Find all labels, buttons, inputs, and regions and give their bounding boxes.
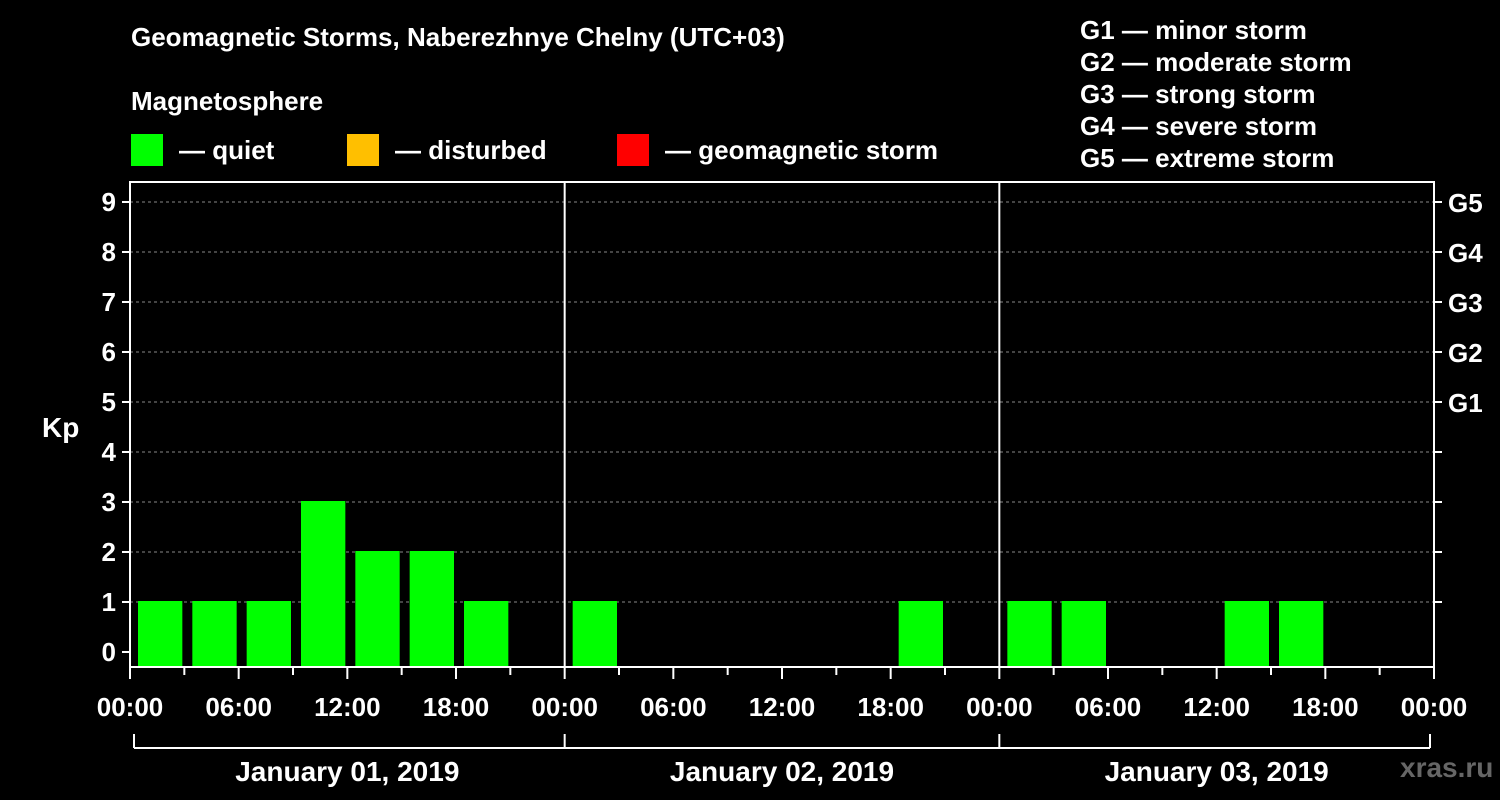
storm-level-label: G2	[1448, 338, 1483, 368]
x-tick-label: 12:00	[314, 692, 381, 722]
x-tick-label: 12:00	[749, 692, 816, 722]
kp-bar	[464, 601, 509, 667]
x-tick-label: 06:00	[205, 692, 272, 722]
legend-quiet-swatch	[131, 134, 163, 166]
legend-storm-label: — geomagnetic storm	[665, 134, 939, 165]
legend-disturbed-swatch	[347, 134, 379, 166]
kp-bar	[1224, 601, 1269, 667]
legend-quiet-label: — quiet	[179, 134, 275, 165]
legend-quiet: — quiet	[131, 133, 274, 167]
storm-scale-g4: G4 — severe storm	[1080, 111, 1318, 141]
legend-storm: — geomagnetic storm	[617, 133, 938, 167]
storm-level-label: G3	[1448, 288, 1483, 318]
storm-level-label: G4	[1448, 238, 1483, 268]
x-tick-label: 06:00	[640, 692, 707, 722]
y-tick-label: 9	[102, 187, 116, 217]
kp-bar	[1061, 601, 1106, 667]
y-tick-label: 1	[102, 587, 116, 617]
x-tick-label: 18:00	[857, 692, 924, 722]
kp-bar	[409, 551, 454, 667]
x-tick-label: 12:00	[1183, 692, 1250, 722]
legend-storm-swatch	[617, 134, 649, 166]
kp-bar	[1007, 601, 1052, 667]
kp-bar	[1279, 601, 1324, 667]
date-label: January 02, 2019	[670, 756, 894, 787]
magnetosphere-heading: Magnetosphere	[131, 86, 324, 116]
date-label: January 01, 2019	[235, 756, 459, 787]
y-tick-label: 7	[102, 287, 116, 317]
x-tick-label: 18:00	[1292, 692, 1359, 722]
date-label: January 03, 2019	[1105, 756, 1329, 787]
kp-bar	[355, 551, 400, 667]
x-tick-label: 00:00	[966, 692, 1033, 722]
legend-disturbed: — disturbed	[347, 133, 547, 167]
chart-title: Geomagnetic Storms, Naberezhnye Chelny (…	[131, 22, 785, 52]
y-tick-label: 3	[102, 487, 116, 517]
storm-scale-g5: G5 — extreme storm	[1080, 143, 1335, 173]
x-tick-label: 00:00	[1401, 692, 1468, 722]
kp-bar	[192, 601, 237, 667]
storm-scale-g2: G2 — moderate storm	[1080, 47, 1352, 77]
x-tick-label: 00:00	[531, 692, 598, 722]
legend-disturbed-label: — disturbed	[395, 134, 547, 165]
y-tick-label: 2	[102, 537, 116, 567]
y-tick-label: 0	[102, 637, 116, 667]
storm-level-label: G1	[1448, 388, 1483, 418]
y-axis-label: Kp	[42, 412, 80, 443]
kp-bar	[138, 601, 183, 667]
x-tick-label: 18:00	[423, 692, 490, 722]
y-tick-label: 6	[102, 337, 116, 367]
storm-level-label: G5	[1448, 188, 1483, 218]
kp-bar	[246, 601, 291, 667]
storm-scale-g1: G1 — minor storm	[1080, 15, 1307, 45]
y-tick-label: 5	[102, 387, 116, 417]
x-tick-label: 06:00	[1075, 692, 1142, 722]
x-tick-label: 00:00	[97, 692, 164, 722]
watermark: xras.ru	[1400, 752, 1494, 783]
kp-bar	[301, 501, 346, 667]
y-tick-label: 4	[102, 437, 117, 467]
y-tick-label: 8	[102, 237, 116, 267]
storm-scale-legend: G1 — minor storm G2 — moderate storm G3 …	[1080, 14, 1352, 174]
kp-bar	[572, 601, 617, 667]
kp-bar	[898, 601, 943, 667]
storm-scale-g3: G3 — strong storm	[1080, 79, 1316, 109]
